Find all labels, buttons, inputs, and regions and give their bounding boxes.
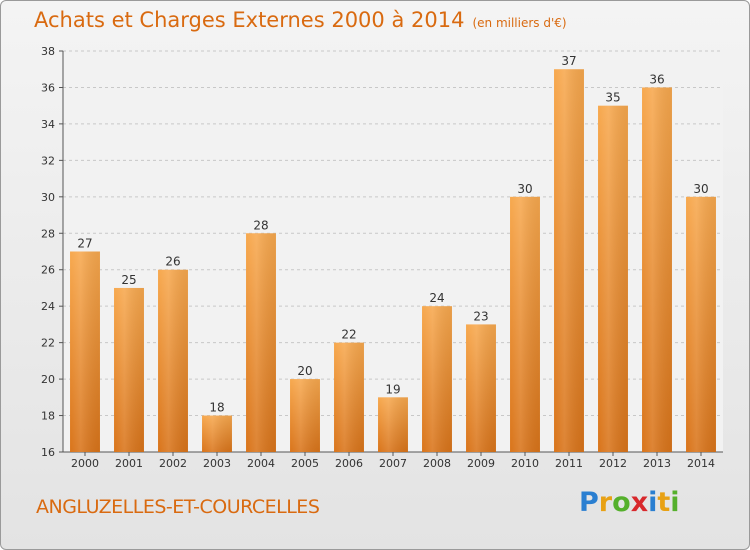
bars: [70, 69, 716, 453]
bar-shade-2003: [202, 415, 232, 452]
value-label-2012: 35: [605, 91, 620, 105]
x-tick-label-2007: 2007: [379, 457, 407, 470]
bar-shade-2008: [422, 306, 452, 452]
chart-unit: (en milliers d'€): [472, 16, 567, 30]
bar-shade-2011: [554, 69, 584, 453]
bar-shade-2014: [686, 196, 716, 452]
y-tick-label: 32: [41, 154, 55, 167]
bar-shade-2010: [510, 196, 540, 452]
bar-shade-2012: [598, 105, 628, 452]
y-tick-label: 16: [41, 446, 55, 459]
y-tick-label: 22: [41, 337, 55, 350]
bar-shade-2004: [246, 233, 276, 452]
bar-shade-2000: [70, 251, 100, 452]
value-label-2005: 20: [297, 364, 312, 378]
x-tick-label-2001: 2001: [115, 457, 143, 470]
x-tick-label-2008: 2008: [423, 457, 451, 470]
x-tick-label-2000: 2000: [71, 457, 99, 470]
x-tick-label-2002: 2002: [159, 457, 187, 470]
bar-shade-2007: [378, 397, 408, 452]
bar-shade-2013: [642, 87, 672, 453]
chart-title-text: Achats et Charges Externes 2000 à 2014: [34, 8, 465, 32]
value-label-2009: 23: [473, 309, 488, 323]
x-tick-label-2010: 2010: [511, 457, 539, 470]
value-label-2003: 18: [209, 401, 224, 415]
value-labels: 27 25 26 18 28 20 22 19 24 23 30 37 35 36 30: [77, 54, 708, 414]
x-tick-label-2003: 2003: [203, 457, 231, 470]
value-label-2008: 24: [429, 291, 444, 305]
value-label-2006: 22: [341, 328, 356, 342]
bar-shade-2006: [334, 342, 364, 452]
y-tick-label: 36: [41, 81, 55, 94]
bar-shade-2009: [466, 324, 496, 452]
value-label-2000: 27: [77, 237, 92, 251]
value-label-2001: 25: [121, 273, 136, 287]
y-tick-label: 38: [41, 45, 55, 58]
y-tick-label: 28: [41, 227, 55, 240]
value-label-2004: 28: [253, 218, 268, 232]
x-tick-label-2013: 2013: [643, 457, 671, 470]
value-label-2002: 26: [165, 255, 180, 269]
x-tick-label-2009: 2009: [467, 457, 495, 470]
x-tick-label-2005: 2005: [291, 457, 319, 470]
y-tick-label: 30: [41, 191, 55, 204]
x-tick-label-2012: 2012: [599, 457, 627, 470]
commune-name: ANGLUZELLES-ET-COURCELLES: [36, 496, 320, 518]
value-label-2013: 36: [649, 72, 664, 86]
value-label-2011: 37: [561, 54, 576, 68]
y-tick-label: 26: [41, 264, 55, 277]
value-label-2007: 19: [385, 382, 400, 396]
bar-shade-2005: [290, 379, 320, 452]
y-tick-label: 20: [41, 373, 55, 386]
chart-title: Achats et Charges Externes 2000 à 2014 (e…: [34, 8, 567, 32]
x-tick-label-2014: 2014: [687, 457, 715, 470]
value-label-2010: 30: [517, 182, 532, 196]
bar-shade-2002: [158, 269, 188, 452]
y-tick-label: 24: [41, 300, 55, 313]
y-tick-label: 18: [41, 410, 55, 423]
x-tick-label-2004: 2004: [247, 457, 275, 470]
x-tick-label-2011: 2011: [555, 457, 583, 470]
bar-shade-2001: [114, 287, 144, 452]
proxiti-logo[interactable]: Proxiti: [579, 487, 680, 518]
y-tick-label: 34: [41, 118, 55, 131]
x-tick-label-2006: 2006: [335, 457, 363, 470]
value-label-2014: 30: [693, 182, 708, 196]
